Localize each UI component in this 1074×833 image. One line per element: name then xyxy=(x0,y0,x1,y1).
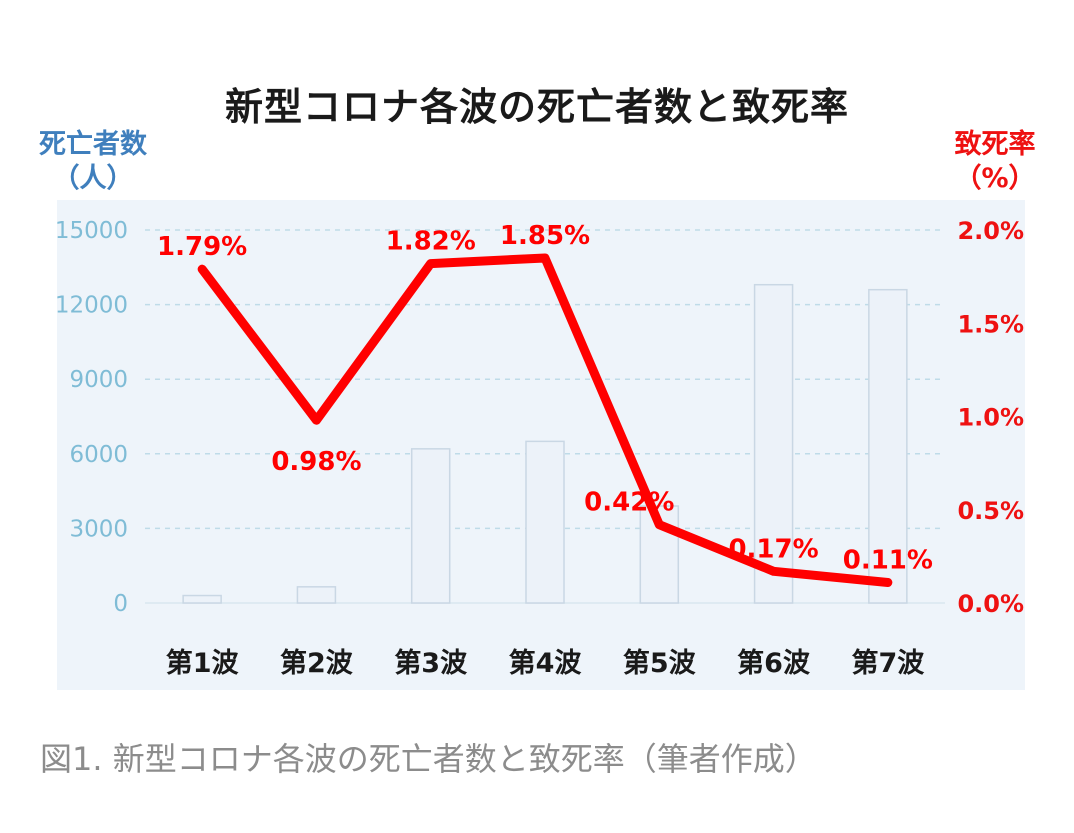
x-category-label: 第7波 xyxy=(851,647,925,679)
x-category-label: 第1波 xyxy=(166,647,240,679)
right-tick-label: 0.0% xyxy=(957,590,1024,618)
bar xyxy=(868,288,908,604)
left-tick-label: 6000 xyxy=(69,442,128,468)
bar xyxy=(182,594,222,604)
right-tick-label: 0.5% xyxy=(957,497,1024,525)
right-axis-title-line1: 致死率 xyxy=(954,129,1036,160)
data-label: 0.17% xyxy=(728,534,818,564)
x-category-label: 第2波 xyxy=(280,647,354,679)
bar xyxy=(410,448,451,604)
bar xyxy=(525,440,565,604)
x-category-label: 第6波 xyxy=(737,647,811,679)
right-tick-label: 1.5% xyxy=(957,310,1024,338)
figure-caption: 図1. 新型コロナ各波の死亡者数と致死率（筆者作成） xyxy=(40,740,817,778)
left-tick-label: 9000 xyxy=(69,367,128,393)
right-axis-title: 致死率 （%） xyxy=(930,128,1060,196)
x-category-label: 第4波 xyxy=(509,647,583,679)
left-tick-label: 12000 xyxy=(55,293,128,319)
chart-svg: 15000 12000 9000 6000 3000 0 2.0% 1.5% 1.0% 0.5% 0… xyxy=(55,200,1025,690)
data-label: 0.98% xyxy=(271,447,361,477)
left-axis-title-line2: （人） xyxy=(52,163,134,194)
bar xyxy=(753,283,794,604)
data-label: 1.79% xyxy=(157,232,247,262)
left-tick-label: 15000 xyxy=(55,218,128,244)
data-label: 0.11% xyxy=(843,545,933,575)
chart-title: 新型コロナ各波の死亡者数と致死率 xyxy=(224,85,849,129)
chart-figure: 15000 12000 9000 6000 3000 0 2.0% 1.5% 1.0% 0.5% 0… xyxy=(28,85,1060,690)
x-category-label: 第3波 xyxy=(394,647,468,679)
data-label: 0.42% xyxy=(584,488,674,518)
left-tick-label: 0 xyxy=(113,591,128,617)
right-axis-title-line2: （%） xyxy=(954,163,1036,194)
bar xyxy=(296,586,337,604)
left-tick-label: 3000 xyxy=(69,516,128,542)
right-tick-label: 1.0% xyxy=(957,404,1024,432)
x-category-label: 第5波 xyxy=(623,647,697,679)
data-label: 1.82% xyxy=(386,227,476,257)
left-axis-title-line1: 死亡者数 xyxy=(39,129,147,160)
line-series-rate xyxy=(197,253,893,587)
right-tick-label: 2.0% xyxy=(957,217,1024,245)
left-axis-title: 死亡者数 （人） xyxy=(28,128,158,196)
data-label: 1.85% xyxy=(500,221,590,251)
